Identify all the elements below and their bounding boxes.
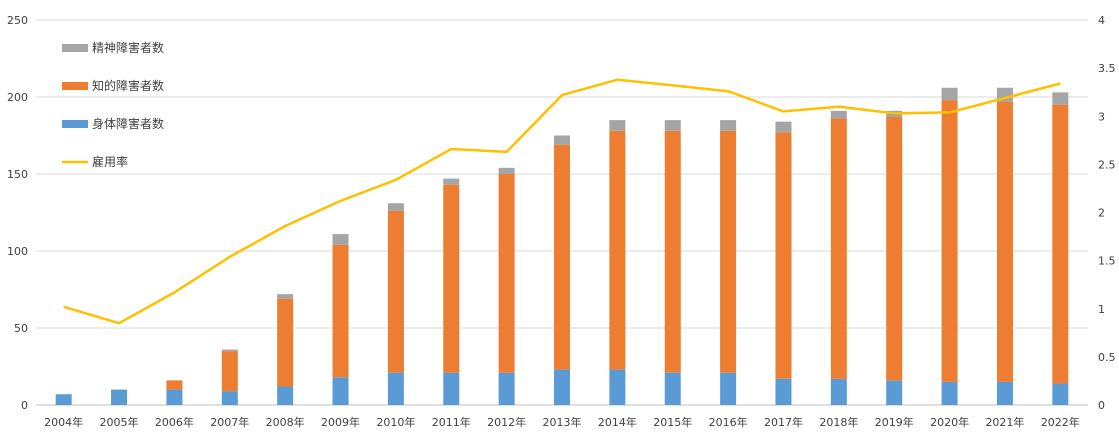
x-tick-label: 2012年 (487, 415, 526, 429)
bar-segment (609, 130, 626, 370)
y-tick-label: 0 (21, 399, 28, 412)
x-tick-label: 2005年 (100, 415, 139, 429)
bar-segment (720, 120, 737, 131)
bar-segment (664, 372, 681, 405)
y2-tick-label: 3.5 (1098, 62, 1116, 75)
y2-tick-label: 1.5 (1098, 255, 1116, 268)
legend-swatch (62, 120, 88, 128)
y-tick-label: 50 (14, 322, 28, 335)
bar-segment (387, 203, 404, 211)
y2-tick-label: 0.5 (1098, 351, 1116, 364)
bar-segment (830, 118, 847, 379)
bar-segment (111, 389, 128, 405)
x-tick-label: 2006年 (155, 415, 194, 429)
bar-segment (443, 178, 460, 185)
bar-segment (277, 294, 294, 299)
y-tick-label: 250 (7, 14, 28, 27)
bar-segment (166, 380, 183, 390)
bar-segment (830, 110, 847, 119)
y-tick-label: 150 (7, 168, 28, 181)
legend-swatch (62, 82, 88, 90)
x-tick-label: 2004年 (44, 415, 83, 429)
bar-segment (664, 130, 681, 373)
bar-segment (554, 144, 570, 370)
x-tick-label: 2010年 (376, 415, 415, 429)
y2-tick-label: 2.5 (1098, 158, 1116, 171)
x-tick-label: 2008年 (266, 415, 305, 429)
bar-segment (941, 87, 958, 101)
x-tick-label: 2016年 (709, 415, 748, 429)
bar-segment (387, 372, 404, 405)
bar-segment (664, 120, 681, 131)
legend-label: 身体障害者数 (92, 116, 164, 131)
bar-segment (775, 132, 792, 379)
legend-swatch (62, 44, 88, 52)
bar-segment (996, 381, 1013, 405)
x-tick-label: 2013年 (543, 415, 582, 429)
bar-segment (1052, 104, 1069, 384)
bar-segment (55, 394, 72, 405)
bar-segment (166, 389, 183, 405)
bar-segment (332, 244, 349, 378)
bar-segment (941, 100, 958, 382)
bar-segment (775, 121, 792, 133)
x-tick-label: 2017年 (764, 415, 803, 429)
bar-segment (221, 391, 238, 405)
x-tick-label: 2015年 (653, 415, 692, 429)
bar-segment (886, 117, 903, 381)
y2-tick-label: 3 (1098, 110, 1105, 123)
bar-segment (886, 380, 903, 405)
legend-label: 精神障害者数 (92, 40, 164, 55)
bar-segment (720, 372, 737, 405)
bar-segment (1052, 92, 1069, 105)
bar-segment (609, 369, 626, 405)
bar-segment (332, 377, 349, 405)
x-tick-label: 2009年 (321, 415, 360, 429)
y2-tick-label: 4 (1098, 14, 1105, 27)
legend-label: 知的障害者数 (92, 78, 164, 93)
bar-segment (277, 298, 294, 387)
y2-tick-label: 1 (1098, 303, 1105, 316)
bar-segment (554, 369, 570, 405)
x-tick-label: 2022年 (1041, 415, 1080, 429)
bar-segment (609, 120, 626, 131)
bar-segment (720, 130, 737, 373)
legend-label: 雇用率 (92, 154, 128, 169)
x-tick-label: 2021年 (985, 415, 1024, 429)
bar-segment (941, 381, 958, 405)
bar-segment (996, 101, 1013, 382)
x-tick-label: 2018年 (819, 415, 858, 429)
y2-tick-label: 0 (1098, 399, 1105, 412)
bar-segment (443, 184, 460, 373)
x-tick-label: 2020年 (930, 415, 969, 429)
x-tick-label: 2014年 (598, 415, 637, 429)
bar-segment (830, 378, 847, 405)
bar-segment (554, 135, 570, 145)
bar-segment (498, 372, 515, 405)
x-tick-label: 2019年 (875, 415, 914, 429)
bar-segment (221, 351, 238, 392)
bar-segment (221, 349, 238, 352)
bar-segment (277, 386, 294, 405)
bar-segment (332, 234, 349, 245)
bar-segment (775, 378, 792, 405)
employment-rate-line (63, 78, 1061, 325)
bar-segment (443, 372, 460, 405)
bar-segment (498, 174, 515, 373)
bar-segment (498, 167, 515, 174)
x-tick-label: 2007年 (210, 415, 249, 429)
y-tick-label: 100 (7, 245, 28, 258)
bar-segment (387, 210, 404, 373)
bar-segment (1052, 383, 1069, 405)
x-tick-label: 2011年 (432, 415, 471, 429)
y2-tick-label: 2 (1098, 207, 1105, 220)
y-tick-label: 200 (7, 91, 28, 104)
